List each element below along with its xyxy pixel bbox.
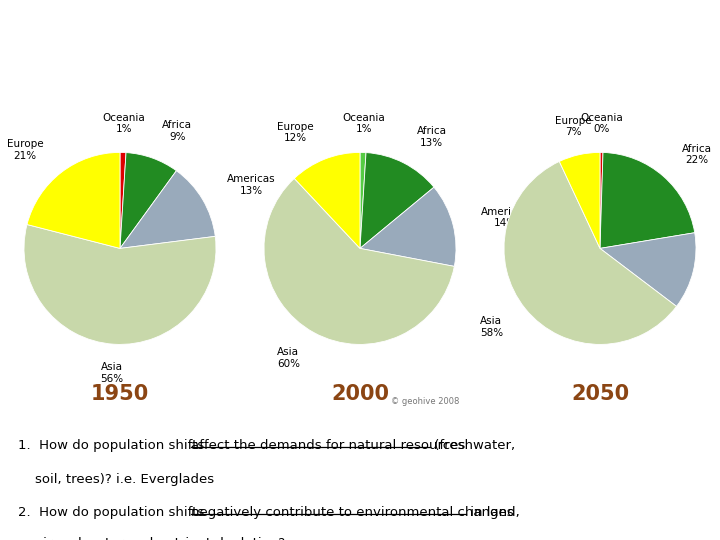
Text: 2000: 2000 [331, 384, 389, 404]
Text: soil, trees)? i.e. Everglades: soil, trees)? i.e. Everglades [18, 472, 214, 485]
Text: Africa
9%: Africa 9% [162, 120, 192, 142]
Text: Americas
13%: Americas 13% [228, 174, 276, 195]
Wedge shape [360, 152, 366, 248]
Text: 2.  How do population shifts: 2. How do population shifts [18, 507, 209, 519]
Text: in land,: in land, [467, 507, 520, 519]
Wedge shape [600, 152, 695, 248]
Wedge shape [600, 152, 603, 248]
Text: Europe
12%: Europe 12% [277, 122, 314, 143]
Text: Asia
56%: Asia 56% [101, 362, 124, 384]
Text: 1.  How do population shifts: 1. How do population shifts [18, 439, 209, 452]
Text: affect the demands for natural resources: affect the demands for natural resources [192, 439, 466, 452]
Text: Which country may see the greatest impact on natural resources in 2050?: Which country may see the greatest impac… [69, 51, 651, 65]
Wedge shape [24, 225, 216, 345]
Wedge shape [294, 152, 360, 248]
Wedge shape [120, 152, 126, 248]
Wedge shape [360, 153, 434, 248]
Text: Oceania
1%: Oceania 1% [343, 113, 385, 134]
Wedge shape [360, 187, 456, 266]
Text: © geohive 2008: © geohive 2008 [391, 396, 459, 406]
Text: Americas
14%: Americas 14% [481, 207, 529, 228]
Text: negatively contribute to environmental changes: negatively contribute to environmental c… [192, 507, 514, 519]
Wedge shape [504, 161, 677, 345]
Text: Africa
22%: Africa 22% [682, 144, 712, 165]
Text: Asia
60%: Asia 60% [277, 347, 300, 369]
Wedge shape [27, 152, 120, 248]
Text: Oceania
1%: Oceania 1% [102, 113, 145, 134]
Text: (freshwater,: (freshwater, [431, 439, 516, 452]
Wedge shape [120, 171, 215, 248]
Text: Environment Impact of Population Shifts: Environment Impact of Population Shifts [154, 15, 566, 32]
Wedge shape [120, 153, 176, 248]
Text: Oceania
0%: Oceania 0% [580, 113, 624, 134]
Text: 1950: 1950 [91, 384, 149, 404]
Text: Asia
58%: Asia 58% [480, 316, 503, 338]
Wedge shape [264, 178, 454, 345]
Text: Africa
13%: Africa 13% [417, 126, 446, 148]
Text: 2050: 2050 [571, 384, 629, 404]
Wedge shape [559, 152, 600, 248]
Text: air and water and nutrient depletion?: air and water and nutrient depletion? [18, 537, 285, 540]
Wedge shape [600, 233, 696, 306]
Text: Europe
21%: Europe 21% [7, 139, 43, 160]
Text: Europe
7%: Europe 7% [554, 116, 591, 137]
